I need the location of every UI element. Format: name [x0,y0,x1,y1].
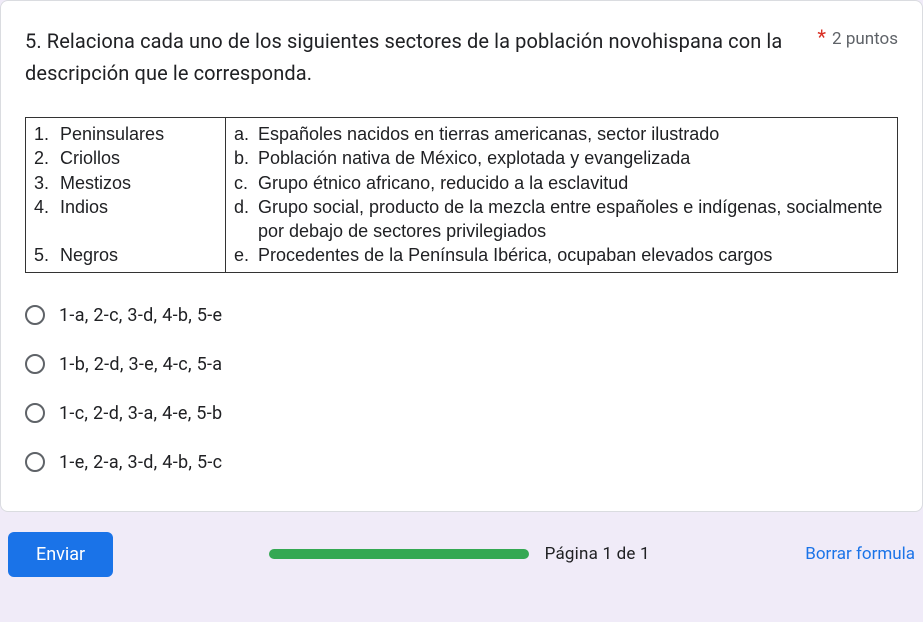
question-points: * 2 puntos [817,25,898,49]
table-row: 1.Peninsulares [34,122,213,146]
option-label: 1-b, 2-d, 3-e, 4-c, 5-a [59,354,222,375]
progress-bar [269,549,529,559]
option-label: 1-a, 2-c, 3-d, 4-b, 5-e [59,305,222,326]
question-card: 5. Relaciona cada uno de los siguientes … [0,0,923,512]
matching-table: 1.Peninsulares 2.Criollos 3.Mestizos 4.I… [25,117,898,273]
table-row: 5.Negros [34,243,213,267]
radio-icon [25,354,45,374]
radio-icon [25,452,45,472]
radio-option[interactable]: 1-b, 2-d, 3-e, 4-c, 5-a [25,340,898,389]
page-label: Página 1 de 1 [545,544,650,564]
table-right-column: a.Españoles nacidos en tierras americana… [226,118,897,272]
table-row: e.Procedentes de la Península Ibérica, o… [234,243,885,267]
progress-indicator: Página 1 de 1 [137,544,781,564]
table-row: 3.Mestizos [34,171,213,195]
radio-icon [25,403,45,423]
table-row: 4.Indios [34,195,213,219]
table-row: d.Grupo social, producto de la mezcla en… [234,195,885,244]
radio-option[interactable]: 1-c, 2-d, 3-a, 4-e, 5-b [25,389,898,438]
question-text: 5. Relaciona cada uno de los siguientes … [25,25,805,89]
required-mark: * [817,25,826,49]
table-row: b.Población nativa de México, explotada … [234,146,885,170]
table-row: 2.Criollos [34,146,213,170]
radio-icon [25,305,45,325]
answer-options: 1-a, 2-c, 3-d, 4-b, 5-e 1-b, 2-d, 3-e, 4… [25,291,898,487]
form-footer: Enviar Página 1 de 1 Borrar formula [0,532,923,577]
option-label: 1-c, 2-d, 3-a, 4-e, 5-b [59,403,222,424]
clear-form-link[interactable]: Borrar formula [805,544,915,564]
table-row: c.Grupo étnico africano, reducido a la e… [234,171,885,195]
radio-option[interactable]: 1-e, 2-a, 3-d, 4-b, 5-c [25,438,898,487]
progress-fill [269,549,529,559]
table-left-column: 1.Peninsulares 2.Criollos 3.Mestizos 4.I… [26,118,226,272]
table-row: a.Españoles nacidos en tierras americana… [234,122,885,146]
option-label: 1-e, 2-a, 3-d, 4-b, 5-c [59,452,222,473]
submit-button[interactable]: Enviar [8,532,113,577]
question-header: 5. Relaciona cada uno de los siguientes … [25,25,898,89]
points-label: 2 puntos [832,29,898,49]
radio-option[interactable]: 1-a, 2-c, 3-d, 4-b, 5-e [25,291,898,340]
